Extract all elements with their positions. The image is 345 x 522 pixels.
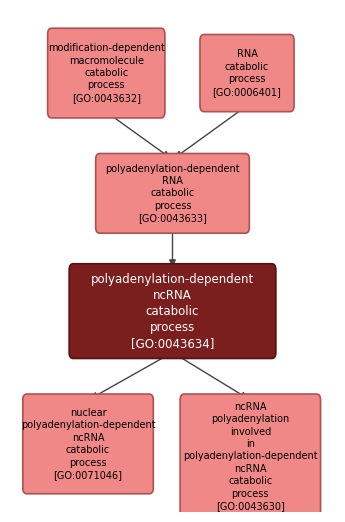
Text: RNA
catabolic
process
[GO:0006401]: RNA catabolic process [GO:0006401]	[213, 50, 282, 97]
FancyBboxPatch shape	[180, 394, 321, 519]
FancyBboxPatch shape	[48, 28, 165, 118]
Text: polyadenylation-dependent
RNA
catabolic
process
[GO:0043633]: polyadenylation-dependent RNA catabolic …	[105, 163, 240, 223]
Text: polyadenylation-dependent
ncRNA
catabolic
process
[GO:0043634]: polyadenylation-dependent ncRNA cataboli…	[91, 272, 254, 350]
FancyBboxPatch shape	[96, 153, 249, 233]
FancyBboxPatch shape	[23, 394, 153, 494]
FancyBboxPatch shape	[200, 34, 294, 112]
Text: modification-dependent
macromolecule
catabolic
process
[GO:0043632]: modification-dependent macromolecule cat…	[48, 43, 165, 103]
Text: nuclear
polyadenylation-dependent
ncRNA
catabolic
process
[GO:0071046]: nuclear polyadenylation-dependent ncRNA …	[21, 408, 155, 480]
FancyBboxPatch shape	[69, 264, 276, 359]
Text: ncRNA
polyadenylation
involved
in
polyadenylation-dependent
ncRNA
catabolic
proc: ncRNA polyadenylation involved in polyad…	[183, 402, 318, 511]
